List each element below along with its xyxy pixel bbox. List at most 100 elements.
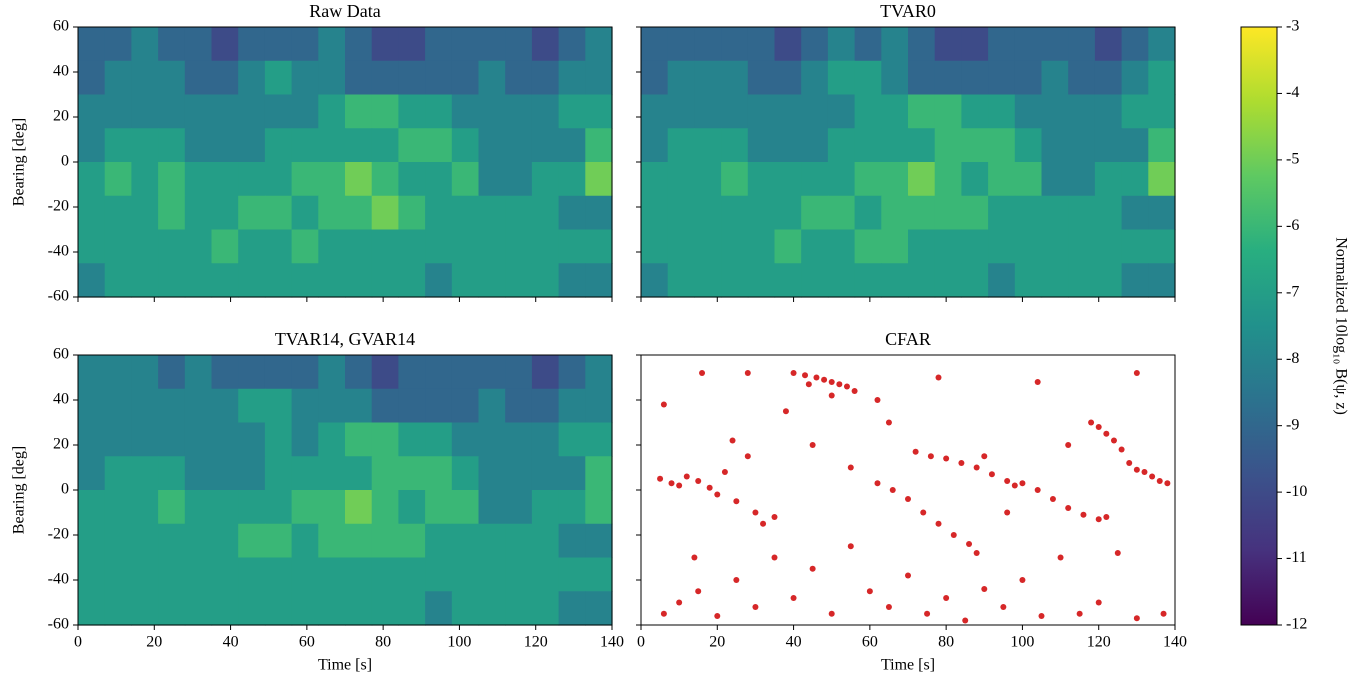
scatter-point — [790, 370, 797, 376]
heatmap-cell — [371, 195, 399, 231]
heatmap-cell — [211, 27, 239, 62]
heatmap-cell — [585, 523, 613, 559]
heatmap-cell — [694, 94, 722, 129]
heatmap-cell — [104, 490, 132, 525]
heatmap-cell — [345, 162, 373, 197]
scatter-point — [1133, 615, 1140, 622]
heatmap-cell — [585, 162, 613, 197]
heatmap-cell — [211, 422, 239, 457]
heatmap-cell — [291, 523, 319, 559]
heatmap-cell — [264, 263, 293, 298]
heatmap-cell — [131, 263, 159, 298]
heatmap-cell — [318, 355, 346, 390]
heatmap-cell — [721, 94, 749, 129]
heatmap-cell — [131, 422, 159, 457]
heatmap-cell — [478, 195, 506, 231]
scatter-point — [733, 577, 740, 583]
heatmap-cell — [291, 355, 319, 390]
heatmap-cell — [505, 456, 533, 491]
heatmap-cell — [398, 591, 426, 626]
heatmap-cell — [1041, 263, 1069, 298]
heatmap-cell — [158, 523, 186, 559]
heatmap-cell — [505, 388, 533, 424]
scatter-point — [744, 453, 751, 460]
heatmap-cell — [774, 60, 802, 96]
heatmap-cell — [451, 422, 480, 457]
heatmap-cell — [318, 195, 346, 231]
heatmap-cell — [158, 557, 186, 592]
colorbar-tick-label: -9 — [1286, 416, 1299, 433]
scatter-point — [1095, 424, 1102, 430]
scatter-point — [1164, 480, 1171, 487]
colorbar — [1240, 26, 1278, 626]
heatmap-cell — [827, 162, 856, 197]
heatmap-cell — [184, 422, 213, 457]
heatmap-cell — [1068, 60, 1096, 96]
scatter-point — [771, 554, 778, 561]
heatmap-cell — [908, 94, 936, 129]
heatmap-cell — [158, 94, 186, 129]
heatmap-cell — [264, 591, 293, 626]
heatmap-cell — [371, 355, 399, 390]
scatter-point — [1149, 473, 1156, 480]
heatmap-cell — [371, 162, 399, 197]
heatmap-cell — [425, 229, 453, 264]
y-tick-label: -60 — [48, 288, 69, 305]
scatter-point — [760, 520, 767, 527]
heatmap-cell — [1121, 263, 1149, 298]
heatmap-cell — [961, 263, 989, 298]
heatmap-cell — [854, 128, 882, 163]
heatmap-cell — [158, 60, 186, 96]
heatmap-cell — [747, 229, 776, 264]
heatmap-cell — [345, 591, 373, 626]
heatmap-cell — [78, 422, 106, 457]
heatmap-cell — [104, 229, 132, 264]
heatmap-cell — [531, 557, 560, 592]
heatmap-cell — [505, 355, 533, 390]
heatmap-cell — [238, 422, 266, 457]
heatmap-cell — [721, 263, 749, 298]
heatmap-cell — [184, 27, 213, 62]
heatmap-cell — [398, 422, 426, 457]
heatmap-cell — [345, 557, 373, 592]
scatter-point — [691, 554, 698, 561]
heatmap-cell — [104, 195, 132, 231]
heatmap-cell — [667, 229, 695, 264]
heatmap-cell — [318, 263, 346, 298]
heatmap-cell — [451, 128, 480, 163]
heatmap-cell — [451, 27, 480, 62]
heatmap-cell — [451, 388, 480, 424]
scatter-point — [1019, 577, 1026, 583]
heatmap-cell — [908, 162, 936, 197]
heatmap-cell — [1014, 263, 1043, 298]
heatmap-cell — [345, 94, 373, 129]
heatmap-cell — [345, 490, 373, 525]
scatter-point — [889, 487, 896, 493]
heatmap-cell — [667, 94, 695, 129]
heatmap-cell — [451, 523, 480, 559]
heatmap-cell — [908, 128, 936, 163]
heatmap-cell — [1094, 128, 1123, 163]
scatter-point — [828, 610, 835, 617]
heatmap-cell — [238, 128, 266, 163]
x-tick-label: 100 — [1010, 634, 1034, 651]
y-tick-label: 60 — [53, 18, 69, 35]
heatmap-cell — [531, 456, 560, 491]
heatmap-cell — [184, 162, 213, 197]
heatmap-cell — [531, 128, 560, 163]
scatter-point — [1065, 505, 1072, 511]
heatmap-cell — [211, 523, 239, 559]
heatmap-cell — [721, 195, 749, 231]
heatmap-cell — [1121, 229, 1149, 264]
heatmap-cell — [345, 355, 373, 390]
scatter-point — [943, 455, 950, 462]
heatmap-cell — [131, 388, 159, 424]
heatmap-cell — [451, 229, 480, 264]
heatmap-cell — [505, 422, 533, 457]
heatmap-cell — [934, 128, 962, 163]
heatmap-cell — [318, 388, 346, 424]
scatter-point — [1141, 469, 1148, 475]
heatmap-cell — [667, 162, 695, 197]
heatmap-cell — [881, 128, 909, 163]
heatmap-cell — [558, 162, 586, 197]
